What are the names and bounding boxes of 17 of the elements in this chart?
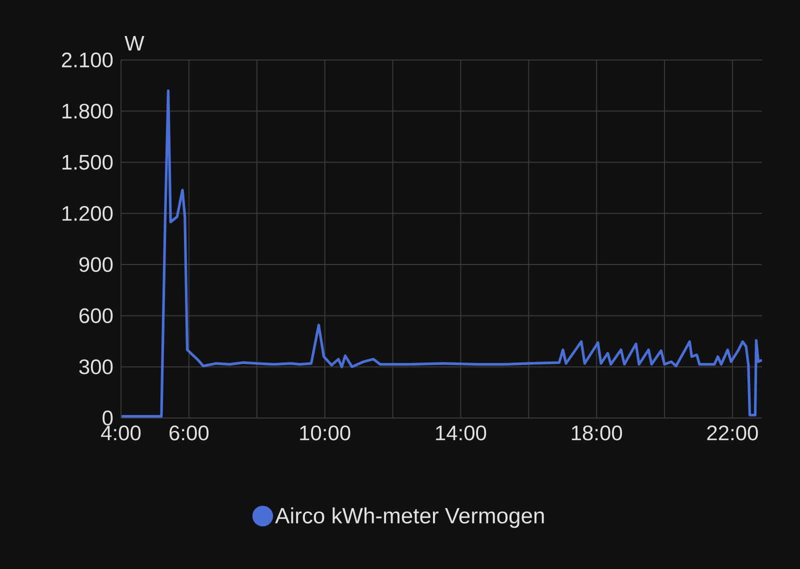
y-tick-label: 1.800 [62,104,113,119]
y-tick-label: 1.500 [62,154,113,170]
line-series [121,89,762,418]
y-tick-label: 900 [79,257,113,272]
x-tick-label: 6:00 [170,426,209,440]
legend-label: Airco kWh-meter Vermogen [275,507,544,528]
y-axis-title: W [124,36,144,50]
x-tick-label: 18:00 [572,426,622,440]
x-tick-label: 14:00 [436,426,486,440]
x-tick-label: 4:00 [101,426,141,440]
y-tick-label: 2.100 [62,52,113,68]
y-tick-label: 0 [102,410,113,426]
y-tick-label: 1.200 [62,206,113,221]
x-tick-label: 22:00 [707,426,758,440]
y-tick-label: 600 [80,308,113,324]
x-tick-label: 10:00 [300,426,350,440]
y-tick-label: 300 [79,359,113,374]
